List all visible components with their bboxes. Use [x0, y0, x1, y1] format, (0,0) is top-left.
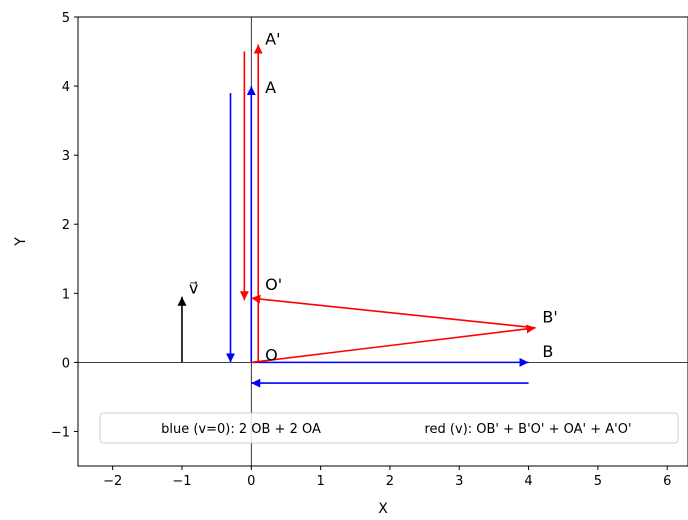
y-tick-label: 4 — [62, 80, 70, 95]
y-tick-label: 0 — [62, 356, 70, 371]
x-tick-label: 3 — [455, 474, 463, 489]
point-label: B — [542, 342, 553, 361]
point-labels: A' A O' B' B Ov⃗ — [189, 30, 558, 365]
point-label: O — [265, 345, 278, 364]
x-tick-label: 2 — [386, 474, 394, 489]
point-label: A — [265, 78, 276, 97]
x-tick-label: 6 — [663, 474, 671, 489]
legend-entry-red: red (v): OB' + B'O' + OA' + A'O' — [424, 422, 631, 437]
y-axis-ticks: −1 0 1 2 3 4 5 — [51, 11, 78, 440]
y-tick-label: 3 — [62, 149, 70, 164]
x-tick-label: 4 — [524, 474, 532, 489]
point-label: v⃗ — [189, 278, 198, 297]
x-axis-label: X — [378, 501, 388, 517]
legend-box — [99, 412, 679, 444]
x-tick-label: 0 — [247, 474, 255, 489]
legend: blue (v=0): 2 OB + 2 OA red (v): OB' + B… — [99, 412, 679, 444]
vector-arrow-series1-1 — [251, 294, 536, 329]
x-tick-label: 1 — [316, 474, 324, 489]
point-label: O' — [265, 275, 282, 294]
point-label: B' — [542, 307, 557, 326]
x-axis-ticks: −2 −1 0 1 2 3 4 5 6 — [103, 466, 671, 489]
reference-lines — [78, 17, 688, 466]
x-tick-label: 5 — [594, 474, 602, 489]
y-axis-label: Y — [13, 237, 29, 247]
y-tick-label: −1 — [51, 425, 70, 440]
vector-series — [177, 44, 536, 388]
plot-frame — [77, 16, 688, 467]
y-tick-label: 5 — [62, 11, 70, 26]
legend-entry-blue: blue (v=0): 2 OB + 2 OA — [161, 422, 321, 437]
x-tick-label: −1 — [172, 474, 191, 489]
x-tick-label: −2 — [103, 474, 122, 489]
vector-arrow-series1-0 — [251, 324, 536, 364]
y-tick-label: 2 — [62, 218, 70, 233]
point-label: A' — [265, 30, 280, 49]
y-tick-label: 1 — [62, 287, 70, 302]
